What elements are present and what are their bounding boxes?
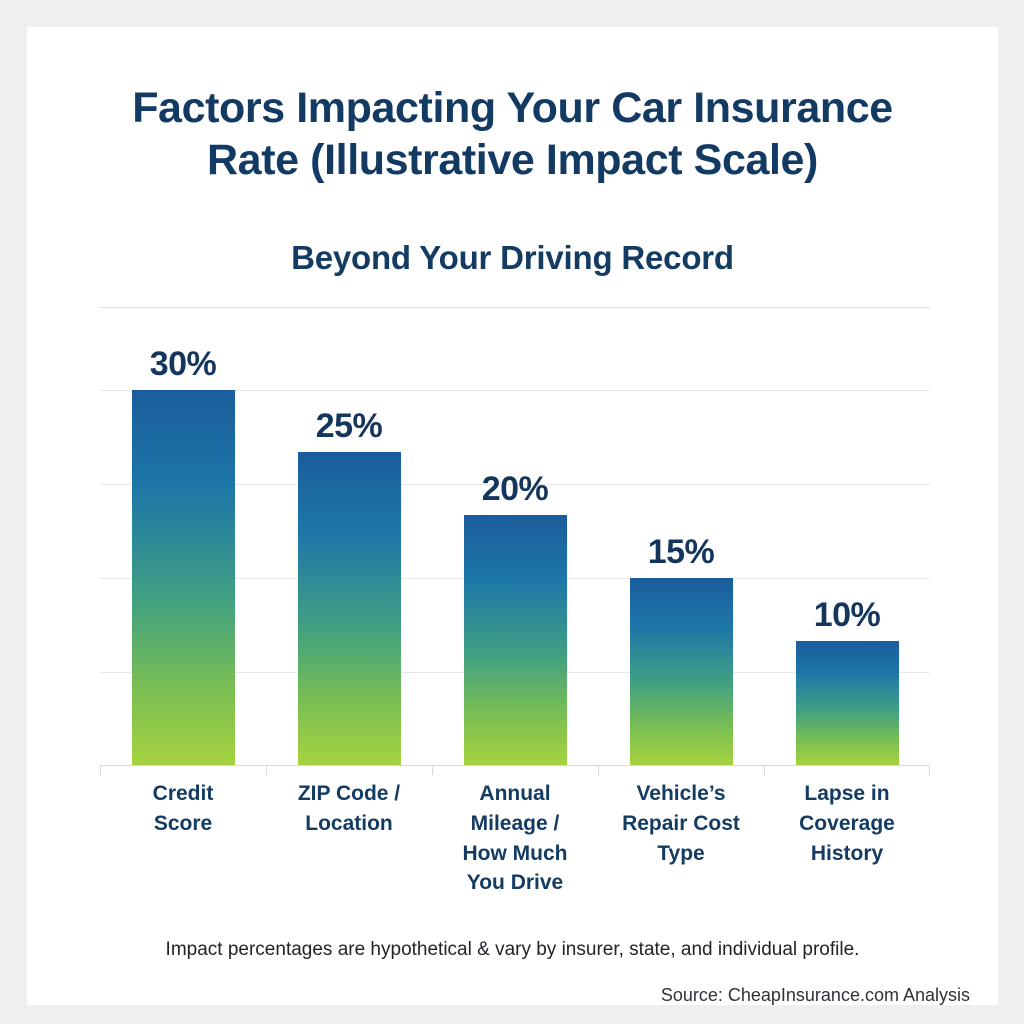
x-axis-label-line: Mileage / — [470, 811, 560, 835]
x-axis-label-line: Lapse in — [804, 782, 890, 805]
axis-tick — [100, 766, 101, 775]
bar[interactable] — [629, 577, 733, 766]
bar-slot: 25% — [266, 327, 432, 766]
x-axis-label-line: Vehicle’s — [636, 782, 726, 805]
x-axis-label-line: How Much — [462, 841, 568, 865]
footnote-text: Impact percentages are hypothetical & va… — [165, 939, 860, 960]
header-divider — [100, 307, 930, 308]
axis-baseline — [100, 765, 930, 766]
bar-value-label: 25% — [315, 407, 383, 446]
x-axis-label-line: Type — [657, 841, 705, 865]
bar-slot: 20% — [432, 327, 598, 766]
x-axis-label-line: Coverage — [799, 811, 895, 835]
gridline — [100, 483, 930, 485]
bar-slot: 15% — [598, 327, 764, 766]
page-title: Factors Impacting Your Car Insurance Rat… — [83, 82, 943, 187]
bar[interactable] — [131, 389, 235, 766]
x-axis-label: Annual Mileage / How Much You Drive — [432, 779, 598, 898]
axis-tick — [432, 766, 433, 775]
x-axis-label-line: Annual — [479, 782, 551, 805]
source-text: Source: CheapInsurance.com Analysis — [660, 985, 970, 1005]
axis-tick — [598, 766, 599, 775]
page-title-line-1: Factors Impacting Your Car Insurance — [132, 84, 893, 132]
bar-series: 30% 25% 20% 15% 10% — [100, 327, 930, 766]
page-title-line-2: Rate (Illustrative Impact Scale) — [207, 136, 818, 185]
bar[interactable] — [795, 640, 899, 766]
bar-value-label: 10% — [813, 595, 881, 634]
x-axis-label: Credit Score — [100, 779, 266, 898]
bar[interactable] — [463, 515, 567, 766]
chart-plot-area: 30% 25% 20% 15% 10% — [100, 327, 930, 775]
x-axis-label-line: History — [810, 841, 884, 865]
x-axis-label-line: Credit — [152, 782, 214, 805]
bar-value-label: 15% — [647, 532, 715, 571]
axis-tick — [266, 766, 267, 775]
x-axis-labels: Credit Score ZIP Code / Location Annual Milea… — [100, 779, 930, 898]
infographic-card: Factors Impacting Your Car Insurance Rat… — [27, 27, 998, 1005]
axis-tick — [764, 766, 765, 775]
bar[interactable] — [297, 452, 401, 766]
x-axis-label-line: You Drive — [466, 871, 564, 895]
title-block: Factors Impacting Your Car Insurance Rat… — [27, 82, 998, 187]
x-axis-label: Lapse in Coverage History — [764, 779, 930, 898]
x-axis-label-line: Repair Cost — [622, 811, 740, 835]
axis-tick — [929, 766, 930, 775]
bar-slot: 10% — [764, 327, 930, 766]
x-axis-label-line: Location — [305, 811, 393, 835]
gridline — [100, 389, 930, 391]
x-axis-label-line: Score — [153, 811, 213, 835]
bar-slot: 30% — [100, 327, 266, 766]
x-axis-label-line: ZIP Code / — [297, 782, 401, 805]
x-axis-label: Vehicle’s Repair Cost Type — [598, 779, 764, 898]
bar-value-label: 30% — [149, 344, 217, 383]
page-subtitle: Beyond Your Driving Record — [291, 239, 734, 276]
bar-value-label: 20% — [481, 470, 549, 509]
x-axis-label: ZIP Code / Location — [266, 779, 432, 898]
